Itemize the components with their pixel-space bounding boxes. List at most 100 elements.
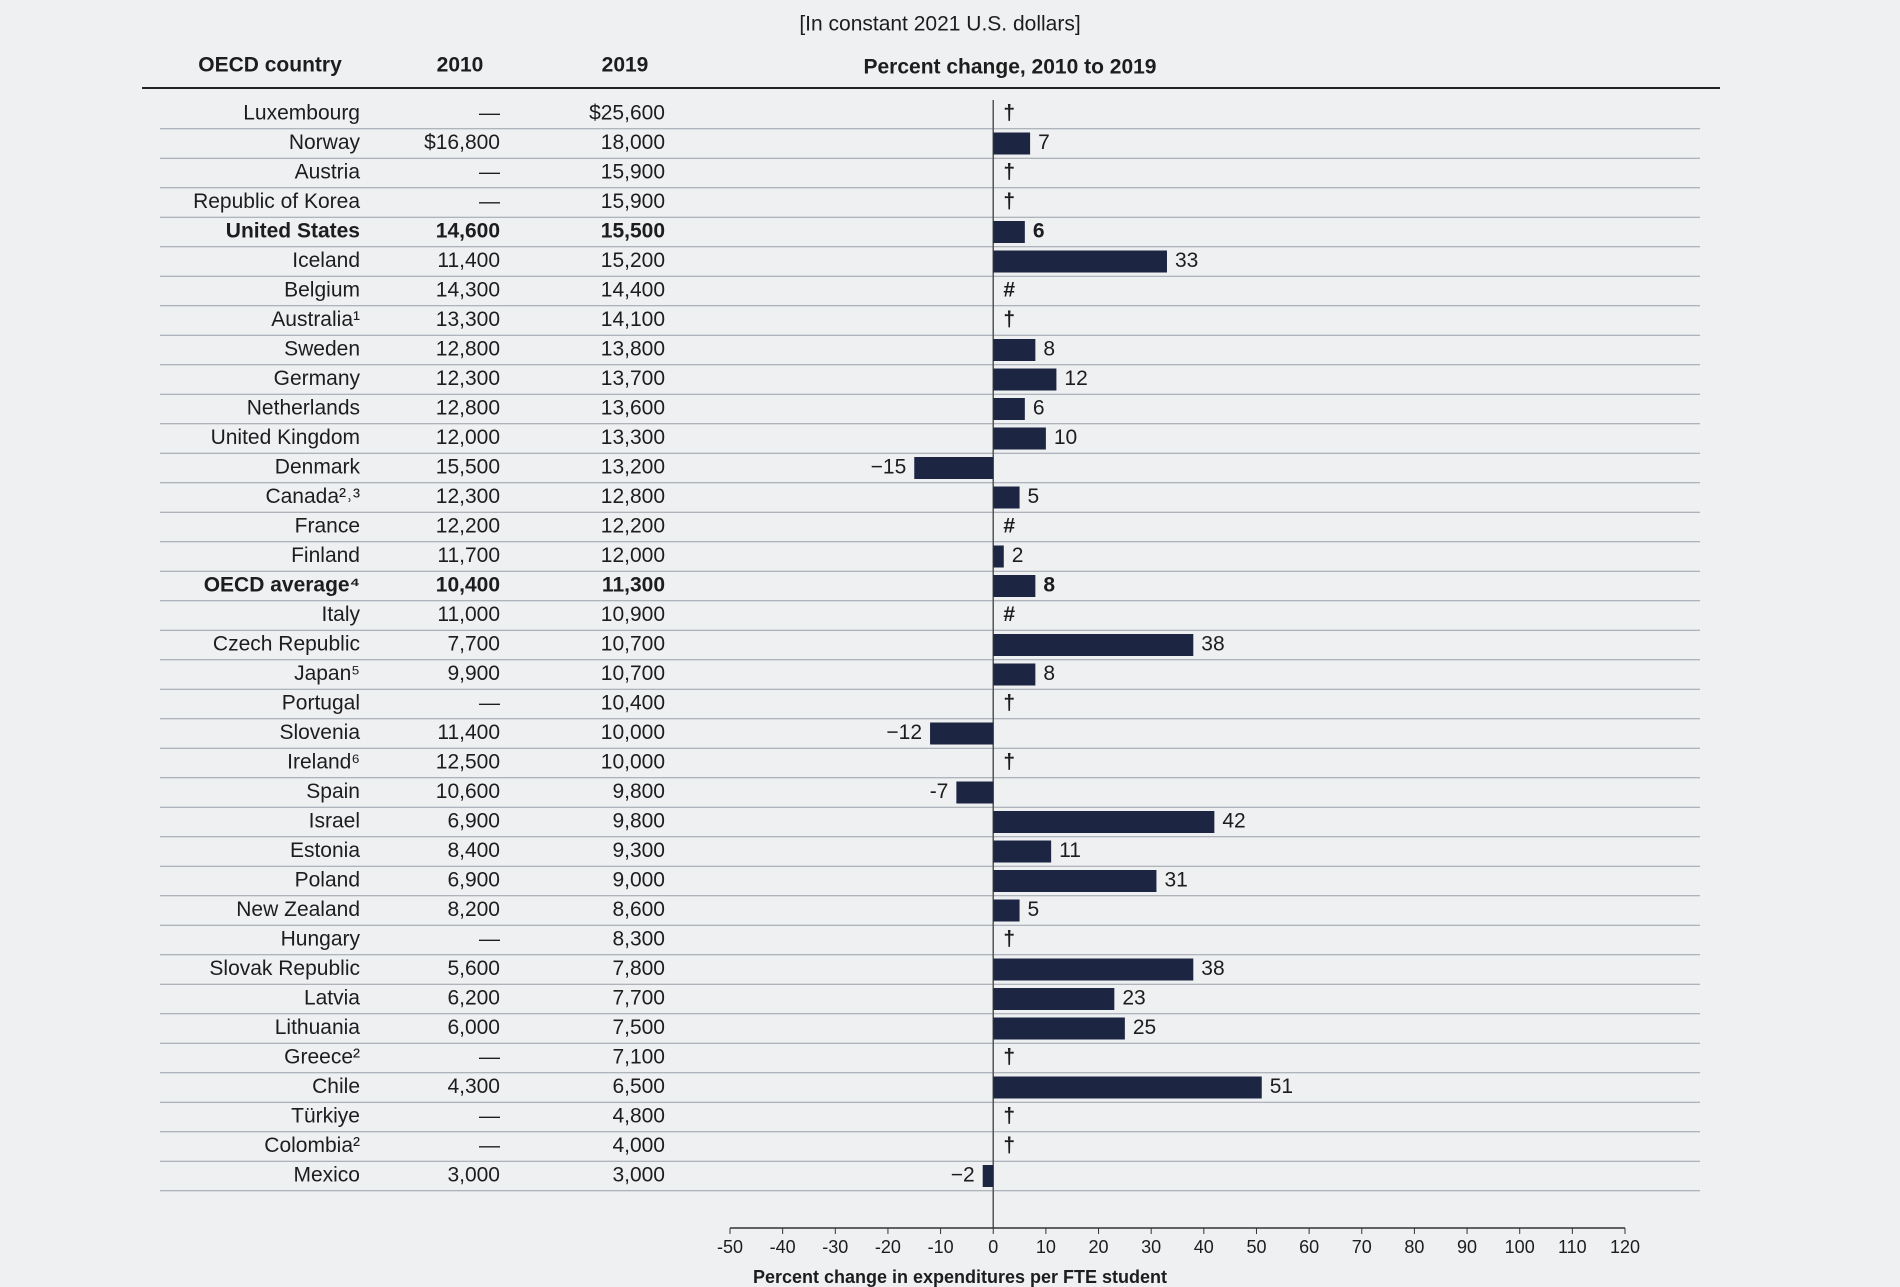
- column-header: 2019: [602, 54, 649, 77]
- country-label: Slovenia: [279, 721, 360, 744]
- value-label: 31: [1164, 869, 1187, 892]
- country-label: Israel: [309, 810, 360, 833]
- x-tick-label: 50: [1246, 1237, 1266, 1257]
- country-label: Sweden: [284, 338, 360, 361]
- table-cell: —: [479, 102, 500, 125]
- value-label: 6: [1033, 397, 1045, 420]
- x-tick-label: 100: [1505, 1237, 1535, 1257]
- table-cell: 5,600: [447, 957, 500, 980]
- bar: [914, 457, 994, 479]
- country-label: Italy: [321, 603, 360, 626]
- table-cell: 13,800: [601, 338, 665, 361]
- table-cell: 7,700: [612, 987, 665, 1010]
- country-label: Mexico: [293, 1164, 360, 1187]
- bar: [993, 988, 1115, 1010]
- x-tick-label: 30: [1141, 1237, 1161, 1257]
- table-cell: 11,400: [437, 721, 500, 744]
- value-label: †: [1003, 751, 1015, 774]
- country-label: Republic of Korea: [193, 190, 360, 213]
- table-cell: 8,300: [612, 928, 665, 951]
- table-cell: —: [479, 692, 500, 715]
- x-tick-label: 60: [1299, 1237, 1319, 1257]
- table-cell: —: [479, 1046, 500, 1069]
- x-tick-label: 90: [1457, 1237, 1477, 1257]
- x-tick-label: -10: [928, 1237, 954, 1257]
- table-cell: 7,800: [612, 957, 665, 980]
- value-label: 5: [1028, 485, 1040, 508]
- table-cell: 11,000: [437, 603, 500, 626]
- country-label: Poland: [295, 869, 360, 892]
- table-cell: 11,300: [602, 574, 665, 597]
- table-cell: 13,300: [436, 308, 500, 331]
- table-cell: 9,000: [612, 869, 665, 892]
- table-cell: 4,000: [612, 1134, 665, 1157]
- country-label: Ireland⁶: [287, 751, 360, 774]
- value-label: −15: [871, 456, 907, 479]
- country-label: Denmark: [275, 456, 361, 479]
- country-label: Belgium: [284, 279, 360, 302]
- table-cell: 12,000: [436, 426, 500, 449]
- value-label: 51: [1270, 1075, 1293, 1098]
- table-cell: 11,400: [437, 249, 500, 272]
- table-cell: —: [479, 161, 500, 184]
- country-label: Lithuania: [275, 1016, 361, 1039]
- value-label: 42: [1222, 810, 1245, 833]
- country-label: Finland: [291, 544, 360, 567]
- value-label: 8: [1043, 574, 1055, 597]
- table-cell: 7,500: [612, 1016, 665, 1039]
- value-label: †: [1003, 1134, 1015, 1157]
- value-label: †: [1003, 161, 1015, 184]
- table-cell: $25,600: [589, 102, 665, 125]
- country-label: Iceland: [292, 249, 360, 272]
- table-cell: 9,800: [612, 780, 665, 803]
- value-label: #: [1003, 515, 1015, 538]
- table-cell: 9,800: [612, 810, 665, 833]
- table-cell: —: [479, 928, 500, 951]
- value-label: †: [1003, 190, 1015, 213]
- bar: [993, 250, 1167, 273]
- table-cell: 4,300: [447, 1075, 500, 1098]
- bar: [993, 486, 1020, 509]
- x-tick-label: 80: [1404, 1237, 1424, 1257]
- table-cell: $16,800: [424, 131, 500, 154]
- country-label: Türkiye: [291, 1105, 360, 1128]
- table-cell: 10,000: [601, 721, 665, 744]
- value-label: −12: [886, 721, 922, 744]
- chart-subtitle: [In constant 2021 U.S. dollars]: [799, 13, 1080, 36]
- value-label: 11: [1059, 839, 1081, 862]
- table-cell: 8,200: [447, 898, 500, 921]
- table-cell: 8,400: [447, 839, 500, 862]
- country-label: Spain: [306, 780, 360, 803]
- column-header: 2010: [437, 54, 484, 77]
- table-cell: 10,700: [601, 633, 665, 656]
- table-cell: 8,600: [612, 898, 665, 921]
- value-label: 8: [1043, 662, 1055, 685]
- table-cell: 15,200: [601, 249, 665, 272]
- table-cell: 10,700: [601, 662, 665, 685]
- value-label: 10: [1054, 426, 1077, 449]
- bar: [993, 339, 1036, 361]
- country-label: Colombia²: [264, 1134, 360, 1157]
- value-label: †: [1003, 102, 1015, 125]
- bar: [993, 663, 1036, 686]
- table-cell: 13,600: [601, 397, 665, 420]
- x-tick-label: 120: [1610, 1237, 1640, 1257]
- country-label: Australia¹: [271, 308, 360, 331]
- table-cell: 10,600: [436, 780, 500, 803]
- table-cell: 15,900: [601, 161, 665, 184]
- country-label: New Zealand: [236, 898, 360, 921]
- table-cell: 12,200: [436, 515, 500, 538]
- value-label: 38: [1201, 957, 1224, 980]
- value-label: -7: [930, 780, 949, 803]
- bar: [993, 575, 1036, 597]
- country-label: Norway: [289, 131, 361, 154]
- country-label: Greece²: [284, 1046, 360, 1069]
- x-tick-label: -50: [717, 1237, 743, 1257]
- table-cell: 12,300: [436, 367, 500, 390]
- table-cell: 3,000: [612, 1164, 665, 1187]
- country-label: Portugal: [282, 692, 360, 715]
- x-tick-label: 10: [1036, 1237, 1056, 1257]
- x-tick-label: -30: [822, 1237, 848, 1257]
